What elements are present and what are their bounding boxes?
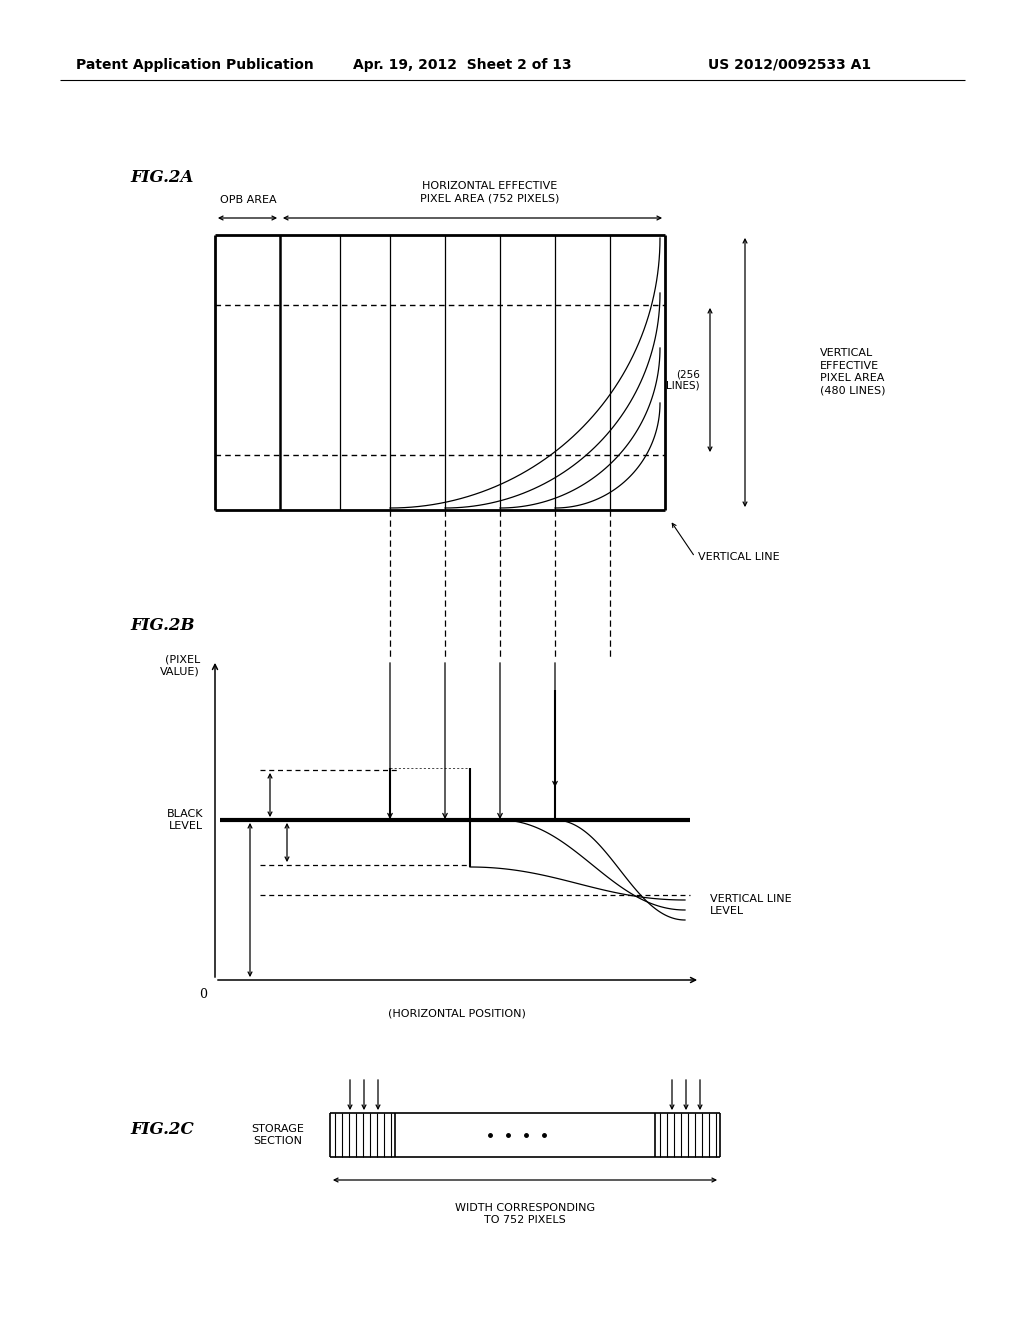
Text: VERTICAL
EFFECTIVE
PIXEL AREA
(480 LINES): VERTICAL EFFECTIVE PIXEL AREA (480 LINES… (820, 348, 886, 396)
Text: FIG.2C: FIG.2C (130, 1122, 194, 1138)
Text: VERTICAL LINE: VERTICAL LINE (698, 552, 779, 562)
Text: Patent Application Publication: Patent Application Publication (76, 58, 314, 73)
Text: OPB AREA: OPB AREA (220, 195, 276, 205)
Text: WIDTH CORRESPONDING
TO 752 PIXELS: WIDTH CORRESPONDING TO 752 PIXELS (455, 1203, 595, 1225)
Text: (PIXEL
VALUE): (PIXEL VALUE) (160, 655, 200, 677)
Text: (256
LINES): (256 LINES) (667, 370, 700, 391)
Text: (HORIZONTAL POSITION): (HORIZONTAL POSITION) (388, 1008, 526, 1018)
Text: FIG.2B: FIG.2B (130, 616, 195, 634)
Text: US 2012/0092533 A1: US 2012/0092533 A1 (709, 58, 871, 73)
Text: VERTICAL LINE
LEVEL: VERTICAL LINE LEVEL (710, 894, 792, 916)
Text: Apr. 19, 2012  Sheet 2 of 13: Apr. 19, 2012 Sheet 2 of 13 (352, 58, 571, 73)
Text: STORAGE
SECTION: STORAGE SECTION (252, 1123, 304, 1146)
Text: BLACK
LEVEL: BLACK LEVEL (167, 809, 203, 830)
Text: 0: 0 (199, 987, 207, 1001)
Text: HORIZONTAL EFFECTIVE
PIXEL AREA (752 PIXELS): HORIZONTAL EFFECTIVE PIXEL AREA (752 PIX… (420, 181, 560, 203)
Text: FIG.2A: FIG.2A (130, 169, 194, 186)
